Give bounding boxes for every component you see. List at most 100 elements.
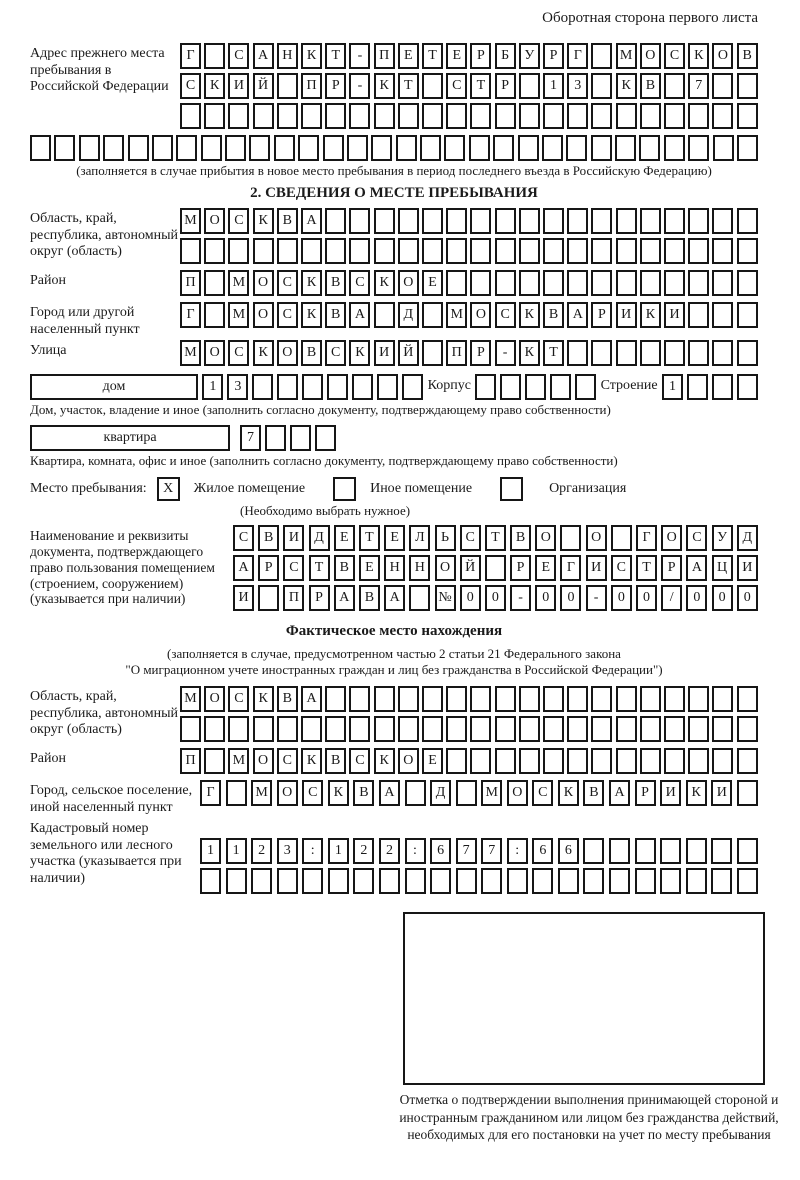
char-cell[interactable] [322,135,344,161]
char-cell[interactable] [422,238,444,265]
char-cell[interactable]: - [585,584,607,611]
char-cell[interactable]: К [518,340,540,367]
char-cell[interactable]: 3 [227,374,249,401]
char-cell[interactable]: К [373,748,395,775]
char-cell[interactable] [685,868,707,895]
char-cell[interactable] [397,686,419,713]
char-cell[interactable] [470,748,492,775]
char-cell[interactable] [200,135,222,161]
char-cell[interactable]: Т [308,554,330,581]
char-cell[interactable] [543,208,565,235]
char-cell[interactable] [54,135,76,161]
char-cell[interactable] [560,524,582,551]
char-cell[interactable] [685,838,707,865]
char-cell[interactable] [446,686,468,713]
char-cell[interactable]: Р [661,554,683,581]
char-cell[interactable] [180,238,201,265]
char-cell[interactable] [615,238,637,265]
char-cell[interactable] [634,838,656,865]
char-cell[interactable]: И [711,780,733,807]
char-cell[interactable] [349,238,371,265]
char-cell[interactable] [349,686,371,713]
char-cell[interactable] [712,270,734,297]
char-cell[interactable] [346,135,368,161]
char-cell[interactable]: У [518,43,540,69]
char-cell[interactable]: П [283,584,305,611]
char-cell[interactable] [446,238,468,265]
char-cell[interactable] [420,135,441,161]
char-cell[interactable] [470,208,492,235]
char-cell[interactable] [543,238,565,265]
char-cell[interactable] [349,716,371,743]
char-cell[interactable] [204,302,226,329]
char-cell[interactable] [688,103,710,129]
char-cell[interactable] [204,103,226,129]
char-cell[interactable] [550,374,572,401]
char-cell[interactable] [228,716,250,743]
char-cell[interactable] [639,340,661,367]
char-cell[interactable]: И [660,780,682,807]
char-cell[interactable] [484,554,506,581]
char-cell[interactable] [252,103,274,129]
char-cell[interactable] [736,238,758,265]
char-cell[interactable] [541,135,563,161]
char-cell[interactable] [615,135,636,161]
char-cell[interactable] [127,135,149,161]
char-cell[interactable]: К [327,780,349,807]
char-cell[interactable] [446,270,468,297]
char-cell[interactable] [566,135,588,161]
char-cell[interactable]: И [283,524,305,551]
char-cell[interactable] [225,780,247,807]
char-cell[interactable]: Т [636,554,657,581]
char-cell[interactable] [455,868,477,895]
char-cell[interactable]: О [712,43,734,69]
char-cell[interactable]: А [301,208,323,235]
char-cell[interactable]: С [494,302,516,329]
char-cell[interactable]: О [535,524,557,551]
char-cell[interactable]: О [204,208,226,235]
char-cell[interactable]: С [228,340,250,367]
checkbox-zhiloe[interactable]: X [156,476,180,501]
char-cell[interactable] [591,238,613,265]
char-cell[interactable] [249,135,271,161]
char-cell[interactable]: Д [430,780,452,807]
char-cell[interactable] [252,716,274,743]
char-cell[interactable]: О [276,780,298,807]
char-cell[interactable] [711,868,733,895]
char-cell[interactable]: 1 [200,838,221,865]
char-cell[interactable] [78,135,100,161]
char-cell[interactable] [664,340,686,367]
char-cell[interactable]: Ь [434,524,456,551]
char-cell[interactable]: / [661,584,683,611]
char-cell[interactable]: № [434,584,456,611]
char-cell[interactable]: 1 [225,838,247,865]
char-cell[interactable] [591,270,613,297]
char-cell[interactable] [736,302,758,329]
char-cell[interactable] [225,868,247,895]
char-cell[interactable]: А [567,302,589,329]
char-cell[interactable]: Е [397,43,419,69]
char-cell[interactable] [518,686,540,713]
char-cell[interactable]: Г [567,43,589,69]
char-cell[interactable] [276,73,298,99]
char-cell[interactable]: Г [636,524,657,551]
char-cell[interactable] [151,135,173,161]
char-cell[interactable] [327,374,349,401]
char-cell[interactable]: Р [258,554,280,581]
char-cell[interactable]: Р [591,302,613,329]
char-cell[interactable]: С [180,73,201,99]
char-cell[interactable]: Б [494,43,516,69]
char-cell[interactable] [494,716,516,743]
char-cell[interactable] [532,868,554,895]
char-cell[interactable] [518,208,540,235]
char-cell[interactable]: В [543,302,565,329]
char-cell[interactable] [518,748,540,775]
char-cell[interactable] [712,238,734,265]
char-cell[interactable] [276,716,298,743]
char-cell[interactable]: М [228,270,250,297]
char-cell[interactable] [455,780,477,807]
char-cell[interactable]: К [373,270,395,297]
char-cell[interactable]: К [688,43,710,69]
char-cell[interactable]: 6 [557,838,579,865]
char-cell[interactable] [494,270,516,297]
